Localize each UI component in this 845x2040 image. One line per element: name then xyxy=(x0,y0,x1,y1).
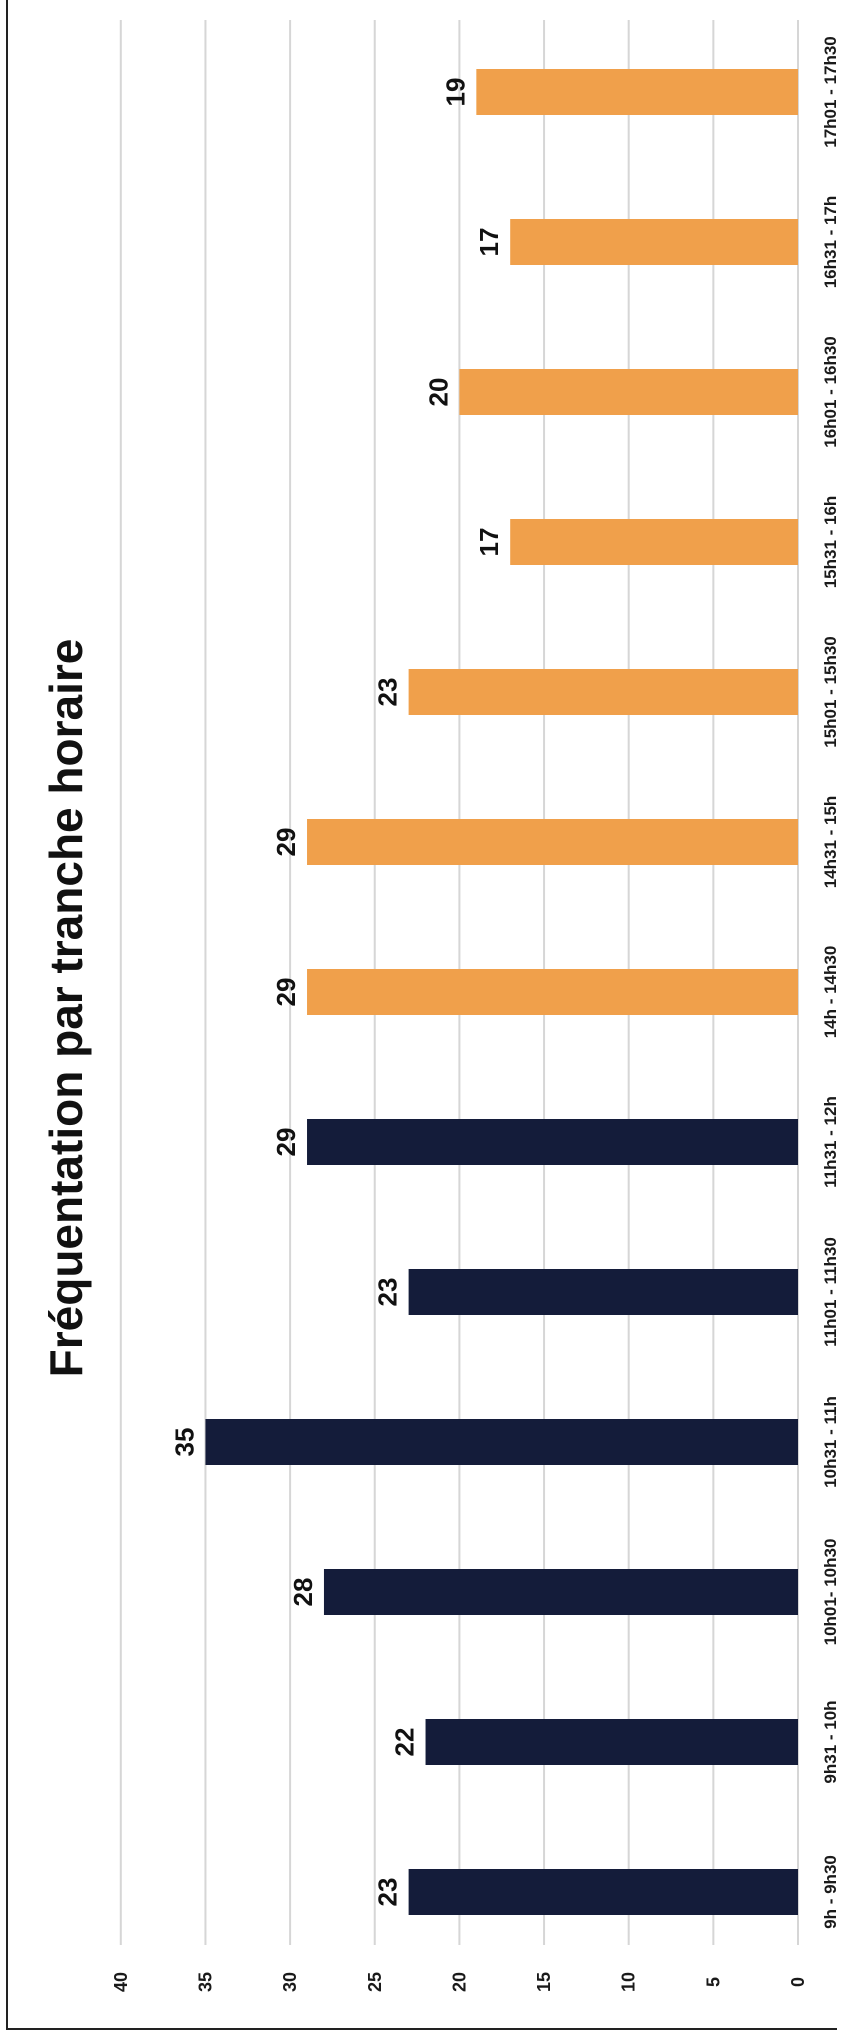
category-label: 11h31 - 12h xyxy=(821,1096,839,1188)
labels-layer: 23 22 28 35 23 29 29 29 23 17 20 17 19 xyxy=(169,78,504,1907)
data-label: 23 xyxy=(373,1278,403,1307)
bar xyxy=(307,819,798,865)
y-axis-ticks: 0 5 10 15 20 25 30 35 40 xyxy=(111,1972,808,1992)
bar xyxy=(510,219,798,265)
bar xyxy=(408,1869,798,1915)
y-tick-label: 40 xyxy=(111,1972,131,1992)
data-label: 17 xyxy=(474,228,504,257)
y-tick-label: 20 xyxy=(449,1972,469,1992)
y-tick-label: 30 xyxy=(280,1972,300,1992)
bar xyxy=(476,69,798,115)
bar xyxy=(323,1569,798,1615)
bar xyxy=(459,369,798,415)
category-label: 15h31 - 16h xyxy=(821,496,839,589)
bar xyxy=(205,1419,798,1465)
bar xyxy=(408,669,798,715)
category-label: 16h01 - 16h30 xyxy=(821,336,839,448)
category-label: 11h01 - 11h30 xyxy=(821,1237,839,1347)
bars-layer xyxy=(205,69,798,1915)
y-tick-label: 5 xyxy=(703,1977,723,1987)
chart-title: Fréquentation par tranche horaire xyxy=(40,639,92,1378)
bar xyxy=(408,1269,798,1315)
data-label: 20 xyxy=(423,378,453,407)
y-tick-label: 35 xyxy=(195,1972,215,1992)
category-label: 10h31 - 11h xyxy=(821,1396,839,1488)
data-label: 23 xyxy=(373,1878,403,1907)
data-label: 19 xyxy=(440,78,470,107)
bar xyxy=(510,519,798,565)
y-tick-label: 15 xyxy=(534,1972,554,1992)
category-label: 16h31 - 17h xyxy=(821,196,839,289)
category-label: 9h31 - 10h xyxy=(821,1700,839,1783)
category-label: 15h01 - 15h30 xyxy=(821,636,839,748)
category-label: 17h01 - 17h30 xyxy=(821,36,839,148)
x-axis-categories: 9h - 9h30 9h31 - 10h 10h01- 10h30 10h31 - 1… xyxy=(821,36,839,1929)
data-label: 29 xyxy=(271,828,301,857)
bar xyxy=(307,1119,798,1165)
category-label: 14h31 - 15h xyxy=(821,796,839,889)
data-label: 22 xyxy=(390,1728,420,1757)
data-label: 28 xyxy=(288,1578,318,1607)
data-label: 23 xyxy=(373,678,403,707)
chart-frame: 23 22 28 35 23 29 29 29 23 17 20 17 19 0 5 10 15 20 25 30 3… xyxy=(6,0,839,2030)
y-tick-label: 25 xyxy=(365,1972,385,1992)
y-tick-label: 0 xyxy=(788,1977,808,1987)
y-tick-label: 10 xyxy=(619,1972,639,1992)
data-label: 29 xyxy=(271,978,301,1007)
chart-svg: 23 22 28 35 23 29 29 29 23 17 20 17 19 0 5 10 15 20 25 30 3… xyxy=(40,20,839,1992)
bar xyxy=(307,969,798,1015)
data-label: 35 xyxy=(169,1428,199,1457)
data-label: 17 xyxy=(474,528,504,557)
category-label: 14h - 14h30 xyxy=(821,946,839,1039)
category-label: 10h01- 10h30 xyxy=(821,1539,839,1646)
bar xyxy=(425,1719,798,1765)
data-label: 29 xyxy=(271,1128,301,1157)
category-label: 9h - 9h30 xyxy=(821,1855,839,1929)
